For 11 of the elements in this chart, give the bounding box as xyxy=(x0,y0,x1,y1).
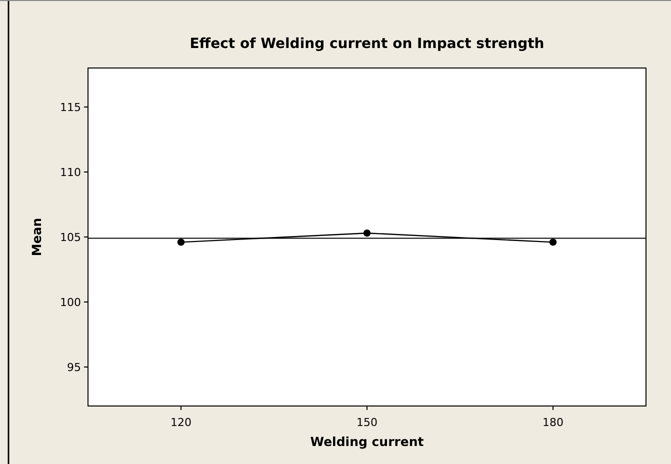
y-axis-title: Mean xyxy=(29,218,44,256)
y-tick-label: 105 xyxy=(60,230,81,244)
y-tick-label: 100 xyxy=(60,296,81,309)
x-tick-label: 120 xyxy=(170,416,192,429)
chart-title: Effect of Welding current on Impact strength xyxy=(190,36,544,52)
x-tick-label: 150 xyxy=(356,416,378,429)
y-tick-label: 95 xyxy=(67,360,81,374)
x-axis-title: Welding current xyxy=(310,434,424,449)
y-tick-label: 110 xyxy=(60,166,81,179)
y-tick-label: 115 xyxy=(60,100,81,114)
x-tick-label: 180 xyxy=(542,416,564,429)
